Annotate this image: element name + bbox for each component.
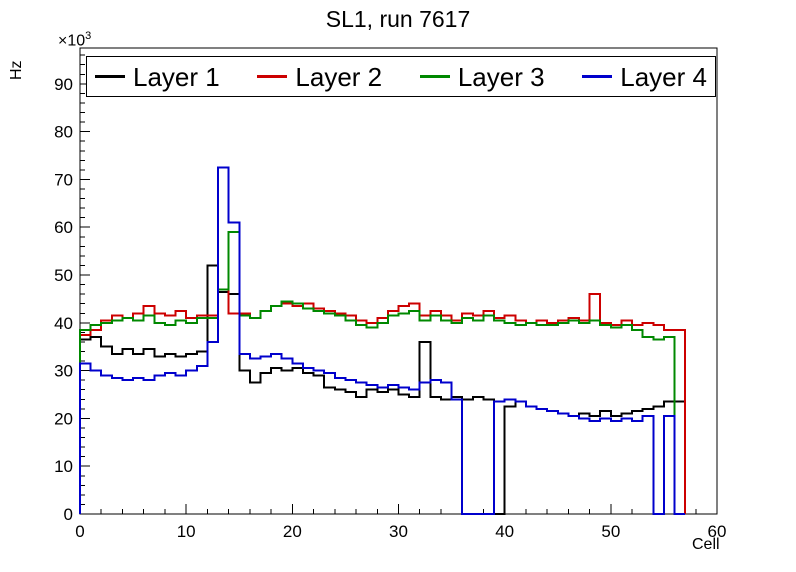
y-tick-label: 30 bbox=[54, 362, 73, 381]
plot-title: SL1, run 7617 bbox=[325, 6, 471, 32]
y-tick-label: 10 bbox=[54, 457, 73, 476]
x-tick-label: 60 bbox=[708, 522, 727, 541]
x-tick-label: 50 bbox=[601, 522, 620, 541]
x-tick-label: 30 bbox=[389, 522, 408, 541]
x-axis-label: Cell bbox=[692, 536, 720, 553]
x-tick-label: 40 bbox=[495, 522, 514, 541]
legend-line-sample bbox=[257, 75, 288, 78]
x-tick-label: 10 bbox=[177, 522, 196, 541]
series-layer-4 bbox=[79, 166, 686, 515]
series-layer-1 bbox=[79, 264, 687, 515]
legend-entry-layer-4: Layer 4 bbox=[582, 64, 707, 90]
legend-entry-label: Layer 4 bbox=[620, 61, 707, 92]
y-tick-label: 40 bbox=[54, 314, 73, 333]
legend-entry-layer-3: Layer 3 bbox=[419, 61, 545, 92]
legend-entry-label: Layer 3 bbox=[457, 61, 545, 92]
legend-entry-layer-1: Layer 1 bbox=[95, 64, 220, 90]
series-layer-3 bbox=[79, 231, 686, 515]
y-tick-label: 60 bbox=[54, 218, 73, 237]
plot-frame bbox=[79, 47, 718, 515]
y-tick-label: 50 bbox=[54, 266, 73, 285]
x-tick-label: 0 bbox=[75, 522, 84, 541]
legend-line-sample bbox=[95, 75, 125, 78]
y-tick-label: 20 bbox=[54, 409, 73, 428]
y-axis-label: Hz bbox=[8, 60, 25, 80]
legend-line-sample bbox=[419, 75, 450, 78]
y-tick-label: 90 bbox=[54, 75, 73, 94]
legend-entry-label: Layer 1 bbox=[133, 61, 220, 92]
y-axis-multiplier: ×103 bbox=[58, 30, 91, 50]
y-tick-label: 0 bbox=[64, 505, 73, 524]
y-axis-multiplier-base: ×10 bbox=[58, 32, 86, 50]
legend-entry-label: Layer 2 bbox=[295, 61, 383, 92]
y-tick-label: 70 bbox=[54, 170, 73, 189]
legend-entry-layer-2: Layer 2 bbox=[257, 64, 382, 90]
x-tick-label: 20 bbox=[283, 522, 302, 541]
y-tick-label: 80 bbox=[54, 123, 73, 142]
legend-line-sample bbox=[582, 75, 613, 78]
y-axis-multiplier-exponent: 3 bbox=[85, 30, 92, 42]
legend: Layer 1 Layer 2 Layer 3 Layer 4 bbox=[86, 56, 716, 97]
